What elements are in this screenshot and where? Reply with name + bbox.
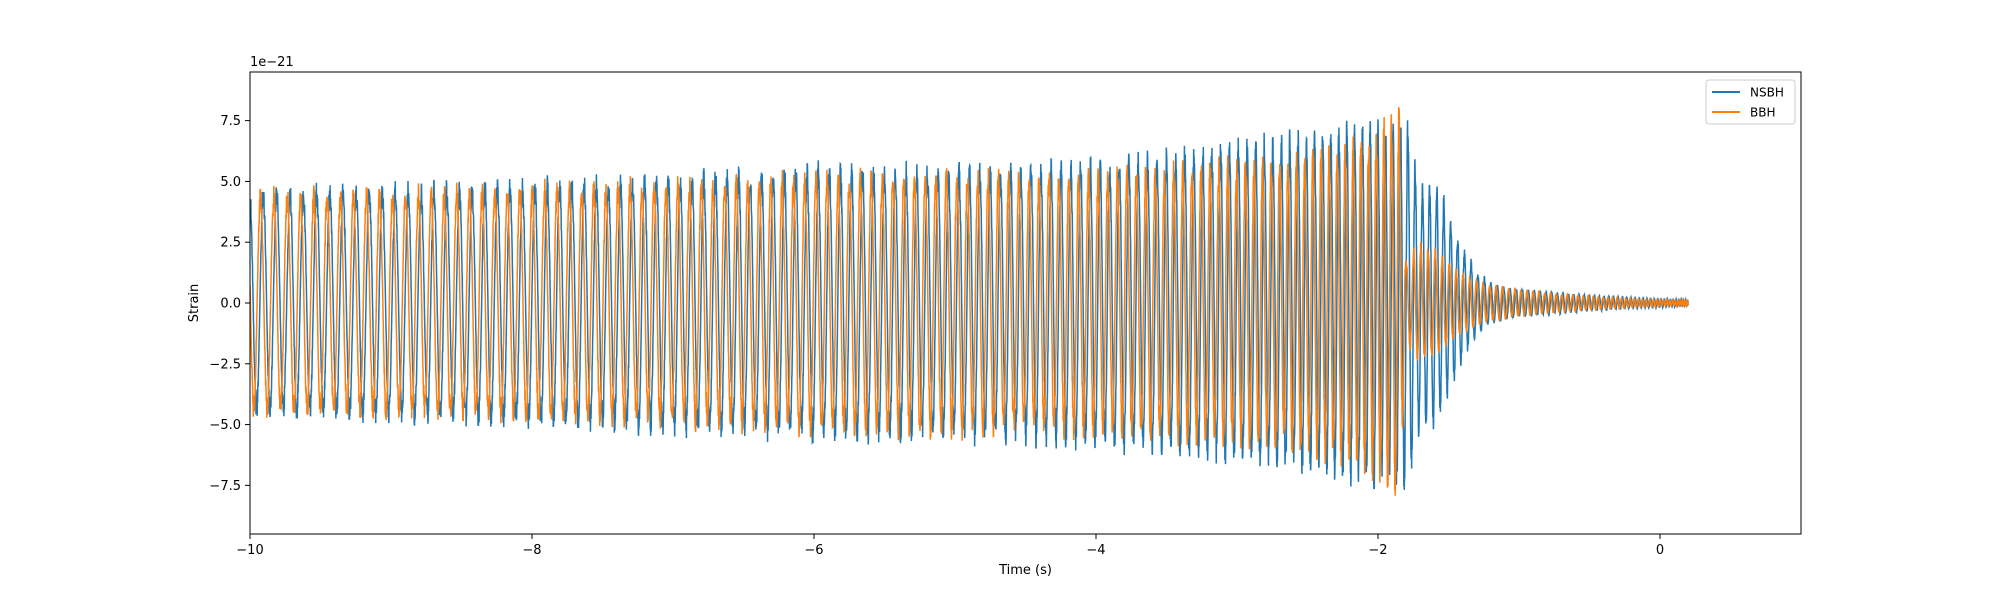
x-tick-label: −6 xyxy=(804,543,823,558)
x-tick-label: −4 xyxy=(1086,543,1105,558)
series-line-bbh xyxy=(250,107,1689,496)
x-tick-label: −8 xyxy=(522,543,541,558)
legend-label-nsbh: NSBH xyxy=(1750,86,1784,100)
legend: NSBH BBH xyxy=(1705,79,1796,125)
y-tick-label: −7.5 xyxy=(209,479,241,494)
y-tick-label: 0.0 xyxy=(220,297,241,312)
y-tick-label: 7.5 xyxy=(220,114,241,129)
x-tick-label: −10 xyxy=(236,543,263,558)
y-axis-ticks: −7.5 −5.0 −2.5 0.0 2.5 5.0 7.5 xyxy=(209,114,250,494)
y-tick-label: −5.0 xyxy=(209,418,241,433)
x-axis-label: Time (s) xyxy=(998,563,1052,578)
series-layer xyxy=(250,107,1689,496)
legend-label-bbh: BBH xyxy=(1750,106,1776,120)
x-axis-ticks: −10 −8 −6 −4 −2 0 xyxy=(236,534,1664,558)
y-offset-label: 1e−21 xyxy=(250,55,294,70)
y-tick-label: −2.5 xyxy=(209,357,241,372)
x-tick-label: −2 xyxy=(1368,543,1387,558)
y-tick-label: 5.0 xyxy=(220,175,241,190)
x-tick-label: 0 xyxy=(1656,543,1664,558)
y-tick-label: 2.5 xyxy=(220,236,241,251)
y-axis-label: Strain xyxy=(187,284,202,323)
